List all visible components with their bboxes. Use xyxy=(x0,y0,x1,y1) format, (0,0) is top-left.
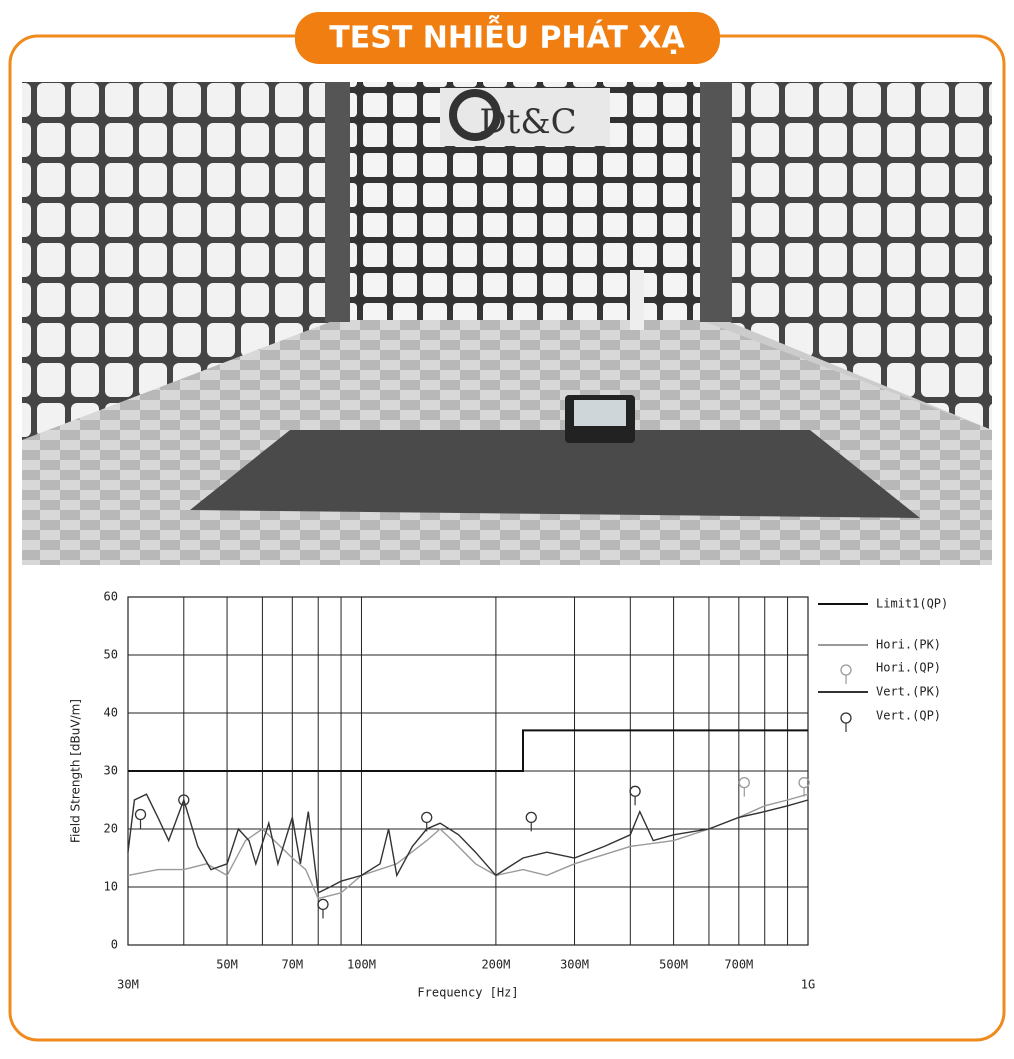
marker-ring xyxy=(629,785,641,797)
legend-label: Hori.(QP) xyxy=(876,661,941,675)
legend-swatch xyxy=(840,664,852,684)
x-tick-label: 70M xyxy=(281,958,303,972)
qp-marker xyxy=(178,794,190,814)
y-axis-label: Field Strength [dBuV/m] xyxy=(69,699,83,843)
series-line xyxy=(128,729,808,772)
y-tick-label: 30 xyxy=(104,764,118,778)
x-tick-label: 700M xyxy=(724,958,753,972)
marker-ring xyxy=(421,811,433,824)
photo: Dt&C xyxy=(22,82,992,565)
qp-marker xyxy=(421,811,433,832)
series-line xyxy=(127,793,809,894)
marker-ring xyxy=(178,794,190,806)
marker-ring xyxy=(798,776,810,789)
x-tick-label: 1G xyxy=(801,978,815,992)
qp-marker xyxy=(738,776,750,797)
marker-ring xyxy=(840,712,852,724)
x-tick-label: 30M xyxy=(117,978,139,992)
x-tick-label: 200M xyxy=(481,958,510,972)
legend-swatch xyxy=(840,712,852,732)
y-tick-label: 20 xyxy=(104,822,118,836)
marker-ring xyxy=(525,811,537,824)
legend-label: Vert.(QP) xyxy=(876,709,941,723)
qp-marker xyxy=(798,776,810,797)
y-tick-label: 60 xyxy=(104,590,118,604)
qp-marker xyxy=(134,808,147,829)
y-tick-label: 0 xyxy=(111,938,118,952)
marker-ring xyxy=(317,898,329,911)
marker-ring xyxy=(738,776,750,789)
legend-label: Limit1(QP) xyxy=(876,597,948,611)
marker-ring xyxy=(134,808,147,821)
qp-marker xyxy=(629,785,641,806)
legend-label: Vert.(PK) xyxy=(876,685,941,699)
series-line xyxy=(127,793,809,900)
x-tick-label: 300M xyxy=(560,958,589,972)
x-tick-label: 500M xyxy=(659,958,688,972)
chart: 0 10 20 30 40 50 60 30M 50M 70M 100M 200M 300M 500M 70… xyxy=(69,590,949,1000)
x-tick-label: 100M xyxy=(347,958,376,972)
marker-ring xyxy=(840,664,852,676)
x-axis-label: Frequency [Hz] xyxy=(417,986,518,1000)
title: TEST NHIỄU PHÁT XẠ xyxy=(329,15,685,56)
y-tick-label: 50 xyxy=(104,648,118,662)
title-banner xyxy=(295,12,720,64)
qp-marker xyxy=(317,898,329,919)
y-tick-label: 10 xyxy=(104,880,118,894)
x-tick-label: 50M xyxy=(216,958,238,972)
y-tick-label: 40 xyxy=(104,706,118,720)
legend-label: Hori.(PK) xyxy=(876,638,941,652)
qp-marker xyxy=(525,811,537,832)
